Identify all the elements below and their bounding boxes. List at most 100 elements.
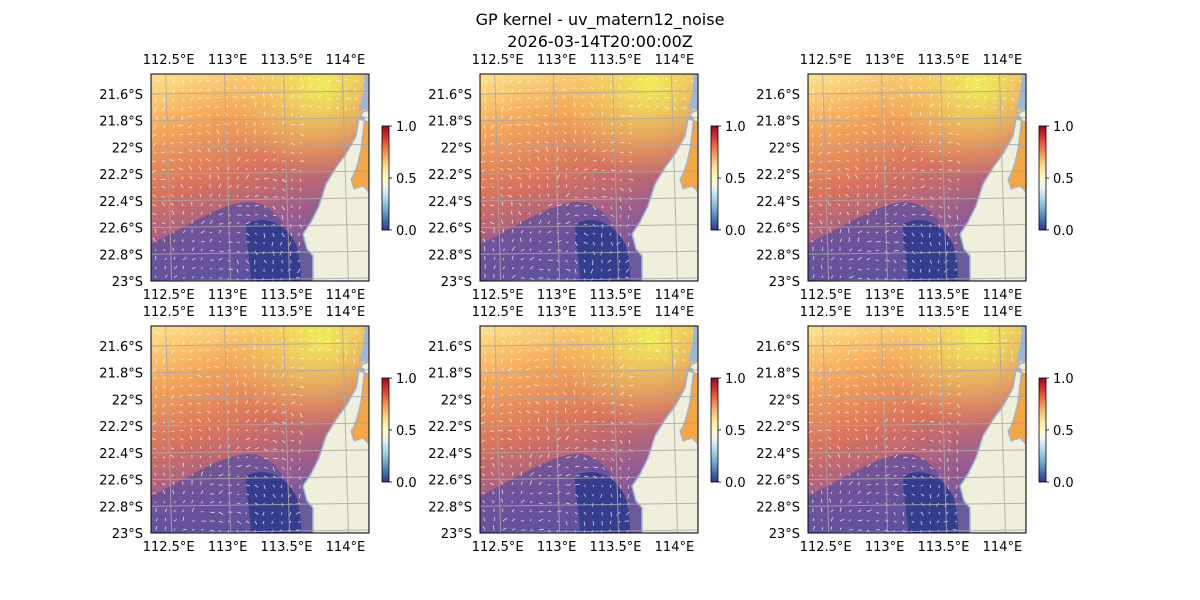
vector-arrow	[853, 349, 859, 352]
vector-arrow	[335, 349, 339, 353]
land-mass	[302, 109, 369, 281]
vector-arrow	[526, 88, 531, 92]
vector-arrow	[821, 247, 824, 252]
colorbar-tick-label: 0.0	[1053, 476, 1074, 491]
vector-arrow	[628, 328, 632, 333]
vector-arrow	[829, 124, 832, 127]
vector-arrow	[1010, 97, 1015, 101]
vector-arrow	[502, 517, 508, 522]
vector-arrow	[297, 268, 301, 274]
vector-arrow	[162, 421, 166, 424]
vector-arrow	[190, 411, 193, 414]
vector-arrow	[583, 520, 586, 526]
vector-arrow	[272, 346, 275, 351]
vector-arrow	[484, 115, 487, 119]
vector-arrow	[965, 337, 968, 342]
vector-arrow	[507, 168, 513, 171]
colorbar-tick-label: 0.0	[396, 224, 417, 239]
vector-arrow	[272, 132, 278, 135]
vector-arrow	[218, 490, 223, 495]
vector-arrow	[214, 365, 220, 369]
vector-arrow	[601, 402, 605, 405]
vector-arrow	[172, 340, 175, 346]
vector-arrow	[547, 183, 549, 189]
vector-arrow	[590, 102, 594, 108]
vector-arrow	[873, 393, 877, 396]
gridline-lat	[808, 250, 1026, 255]
vector-arrow	[299, 151, 303, 154]
vector-arrow	[619, 75, 623, 81]
vector-arrow	[511, 267, 515, 270]
ocean-lowest-values	[903, 472, 958, 533]
vector-arrow	[182, 500, 186, 504]
vector-arrow	[206, 366, 211, 369]
vector-arrow	[938, 196, 942, 198]
vector-arrow	[865, 384, 868, 387]
vector-arrow	[162, 142, 166, 146]
vector-arrow	[920, 511, 924, 516]
vector-arrow	[171, 210, 175, 216]
vector-arrow	[279, 250, 283, 256]
vector-arrow	[628, 384, 634, 387]
vector-arrow	[929, 93, 933, 99]
vector-arrow	[820, 518, 823, 522]
vector-arrow	[179, 133, 184, 136]
vector-arrow	[920, 157, 923, 162]
vector-arrow	[263, 418, 267, 423]
vector-arrow	[490, 133, 495, 137]
vector-arrow	[509, 97, 513, 103]
vector-arrow	[335, 106, 340, 110]
vector-arrow	[910, 365, 913, 369]
vector-arrow	[846, 437, 850, 441]
lat-tick-label: 22.4°S	[428, 195, 472, 210]
vector-arrow	[884, 165, 887, 171]
vector-arrow	[908, 337, 913, 342]
coastal-inlet	[1007, 115, 1026, 193]
vector-arrow	[938, 466, 941, 470]
vector-arrow	[893, 401, 896, 405]
vector-arrow	[164, 367, 166, 371]
vector-arrow	[198, 97, 202, 100]
vector-arrow	[199, 445, 202, 450]
vector-arrow	[216, 129, 220, 135]
vector-arrow	[299, 133, 305, 137]
vector-arrow	[215, 357, 220, 360]
colorbar-tick-label: 0.5	[1053, 172, 1074, 187]
gridlines	[480, 74, 698, 281]
vector-arrow	[919, 354, 922, 360]
vector-arrow	[538, 219, 542, 225]
vector-arrow	[618, 259, 621, 263]
vector-arrow	[565, 492, 571, 495]
vector-arrow	[281, 403, 285, 406]
vector-arrow	[866, 203, 870, 207]
vector-arrow	[317, 94, 322, 99]
vector-arrow	[281, 120, 285, 126]
vector-arrow	[855, 106, 859, 109]
vector-arrow	[245, 502, 249, 505]
gridline-lat	[808, 143, 1026, 148]
vector-arrow	[509, 385, 513, 389]
vector-arrow	[254, 140, 256, 144]
vector-arrow	[839, 507, 842, 513]
vector-arrow	[829, 211, 832, 216]
vector-arrow	[161, 483, 166, 486]
vector-arrow	[233, 86, 238, 90]
vector-arrow	[299, 337, 304, 342]
land-mass	[631, 361, 698, 533]
lat-tick-label: 23°S	[441, 275, 472, 290]
vector-arrow	[493, 265, 496, 270]
vector-arrow	[272, 355, 275, 360]
vector-arrow	[517, 428, 522, 432]
vector-arrow	[191, 464, 194, 468]
vector-arrow	[511, 238, 515, 243]
vector-arrow	[538, 491, 543, 495]
vector-arrow	[619, 178, 623, 182]
vector-arrow	[254, 241, 258, 244]
vector-arrow	[529, 492, 533, 495]
vector-arrow	[243, 330, 247, 333]
vector-arrow	[191, 239, 195, 243]
vector-arrow	[583, 268, 586, 273]
vector-arrow	[216, 392, 220, 396]
vector-arrow	[628, 394, 633, 397]
vector-arrow	[819, 115, 823, 120]
